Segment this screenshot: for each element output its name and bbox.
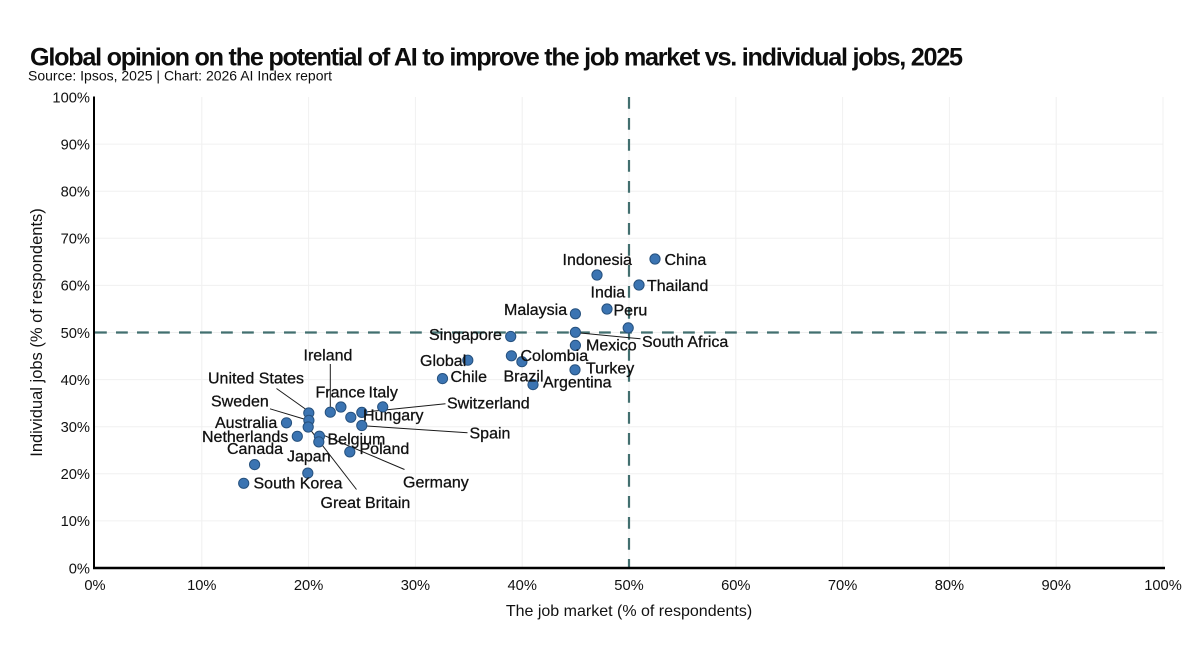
svg-text:Source: Ipsos, 2025 | Chart: 2: Source: Ipsos, 2025 | Chart: 2026 AI Ind… — [28, 68, 332, 84]
svg-text:50%: 50% — [61, 326, 90, 342]
svg-text:Hungary: Hungary — [363, 408, 423, 425]
svg-text:Belgium: Belgium — [328, 432, 386, 449]
svg-text:60%: 60% — [721, 578, 750, 594]
svg-text:40%: 40% — [61, 373, 90, 389]
svg-text:India: India — [591, 285, 626, 302]
svg-text:20%: 20% — [294, 578, 323, 594]
svg-text:90%: 90% — [61, 137, 90, 153]
svg-text:Turkey: Turkey — [586, 361, 634, 378]
svg-text:90%: 90% — [1041, 578, 1070, 594]
svg-text:Brazil: Brazil — [504, 369, 544, 386]
svg-text:70%: 70% — [61, 232, 90, 248]
svg-text:100%: 100% — [52, 90, 90, 106]
svg-text:Individual jobs (% of responde: Individual jobs (% of respondents) — [28, 208, 46, 457]
svg-text:30%: 30% — [61, 420, 90, 436]
svg-text:Global: Global — [420, 353, 466, 370]
svg-text:Japan: Japan — [287, 449, 331, 466]
svg-text:50%: 50% — [614, 578, 643, 594]
svg-text:The job market (% of responden: The job market (% of respondents) — [506, 603, 752, 620]
svg-text:Germany: Germany — [403, 475, 469, 492]
svg-text:10%: 10% — [61, 514, 90, 530]
svg-text:60%: 60% — [61, 279, 90, 295]
svg-text:0%: 0% — [69, 561, 90, 577]
svg-text:Australia: Australia — [215, 415, 277, 432]
svg-text:Italy: Italy — [369, 385, 398, 402]
svg-text:Poland: Poland — [360, 441, 410, 458]
svg-text:Switzerland: Switzerland — [447, 396, 530, 413]
svg-text:Singapore: Singapore — [429, 327, 502, 344]
svg-text:Spain: Spain — [470, 426, 511, 443]
svg-text:Great Britain: Great Britain — [321, 495, 411, 512]
svg-text:80%: 80% — [61, 185, 90, 201]
svg-text:Colombia: Colombia — [521, 348, 589, 365]
svg-text:40%: 40% — [507, 578, 536, 594]
svg-text:0%: 0% — [84, 578, 105, 594]
svg-text:Global opinion on the potentia: Global opinion on the potential of AI to… — [30, 44, 963, 72]
svg-text:Netherlands: Netherlands — [202, 429, 288, 446]
svg-text:Indonesia: Indonesia — [563, 252, 632, 269]
svg-text:Mexico: Mexico — [586, 338, 637, 355]
svg-text:United States: United States — [208, 371, 304, 388]
svg-text:30%: 30% — [401, 578, 430, 594]
svg-text:Sweden: Sweden — [211, 394, 269, 411]
svg-text:70%: 70% — [828, 578, 857, 594]
svg-text:80%: 80% — [935, 578, 964, 594]
svg-text:20%: 20% — [61, 467, 90, 483]
svg-text:South Korea: South Korea — [254, 476, 343, 493]
svg-text:Argentina: Argentina — [543, 375, 612, 392]
svg-text:10%: 10% — [187, 578, 216, 594]
svg-text:Ireland: Ireland — [304, 348, 353, 365]
svg-text:Malaysia: Malaysia — [504, 302, 567, 319]
svg-text:Canada: Canada — [227, 441, 283, 458]
svg-text:100%: 100% — [1144, 578, 1182, 594]
svg-text:China: China — [665, 252, 707, 269]
svg-text:Chile: Chile — [451, 369, 488, 386]
svg-text:South Africa: South Africa — [642, 334, 728, 351]
svg-text:Thailand: Thailand — [647, 278, 708, 295]
svg-text:France: France — [316, 385, 366, 402]
svg-text:Peru: Peru — [614, 303, 648, 320]
